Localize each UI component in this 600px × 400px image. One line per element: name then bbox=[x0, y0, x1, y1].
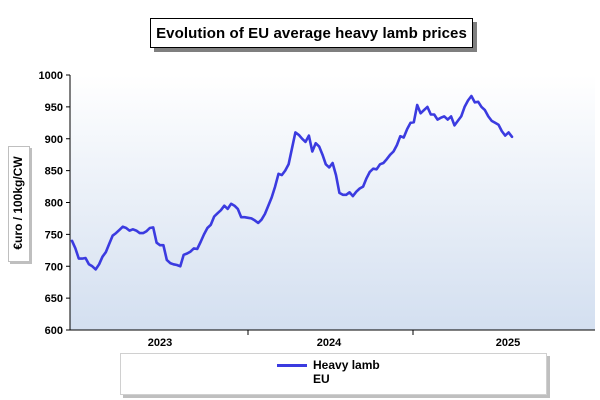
y-tick-label: 650 bbox=[45, 293, 63, 305]
chart-title: Evolution of EU average heavy lamb price… bbox=[150, 18, 473, 48]
y-tick-label: 950 bbox=[45, 102, 63, 114]
y-tick-label: 800 bbox=[45, 198, 63, 210]
y-tick-label: 850 bbox=[45, 166, 63, 178]
legend: Heavy lamb EU bbox=[120, 353, 547, 395]
x-tick-label: 2024 bbox=[317, 337, 342, 349]
y-tick-label: 700 bbox=[45, 261, 63, 273]
y-tick-label: 750 bbox=[45, 229, 63, 241]
x-tick-label: 2025 bbox=[496, 337, 520, 349]
legend-label: Heavy lamb EU bbox=[313, 358, 380, 386]
plot-area bbox=[70, 75, 595, 330]
y-tick-label: 1000 bbox=[39, 70, 63, 82]
legend-swatch-heavy-lamb bbox=[277, 364, 307, 367]
y-axis-label-box bbox=[8, 146, 30, 262]
y-tick-label: 600 bbox=[45, 325, 63, 337]
legend-label-line-2: EU bbox=[313, 372, 330, 386]
y-tick-label: 900 bbox=[45, 134, 63, 146]
legend-label-line-1: Heavy lamb bbox=[313, 358, 380, 372]
series-line-heavy-lamb bbox=[70, 94, 514, 271]
x-tick-label: 2023 bbox=[148, 337, 172, 349]
